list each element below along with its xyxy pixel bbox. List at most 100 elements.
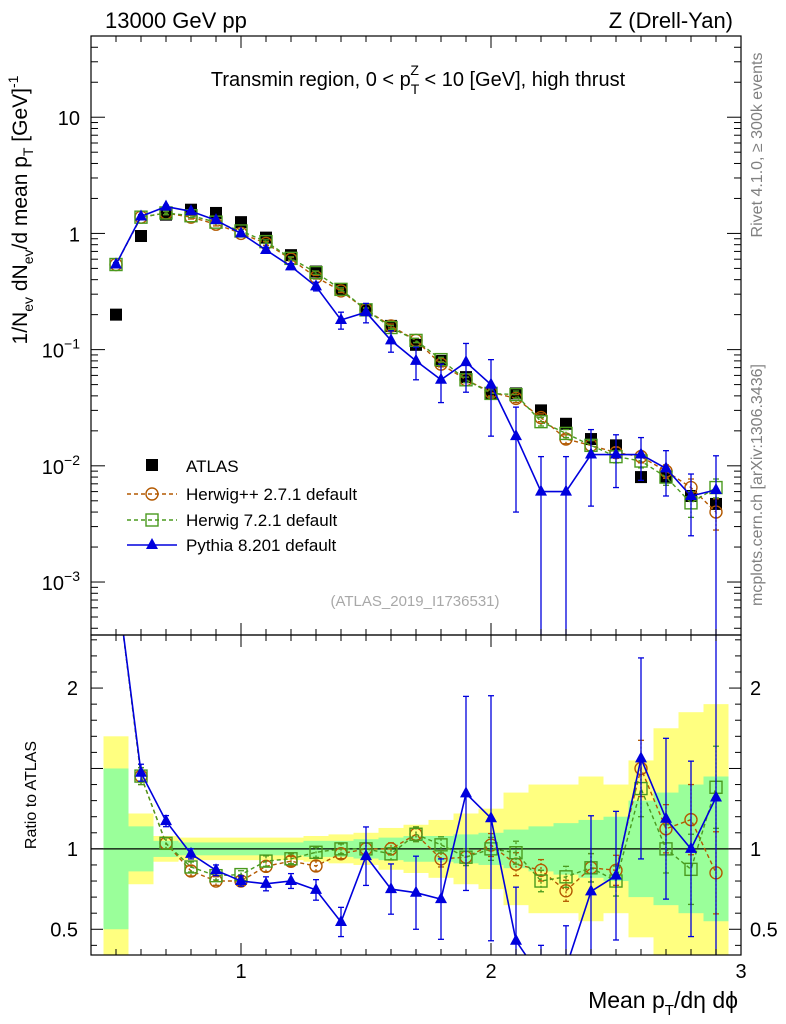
pythia-ratio-marker (535, 971, 547, 982)
pythia-main-marker (335, 312, 347, 324)
atlas-point (135, 230, 147, 243)
title-prefix: Transmin region, 0 < p (211, 69, 411, 91)
herwig7-main-marker (509, 387, 523, 402)
y-tick-label-base: 10 (42, 341, 64, 363)
ylabel-p4: [GeV] (9, 88, 32, 148)
y-tick-label-exponent: −2 (64, 452, 80, 468)
watermark: (ATLAS_2019_I1736531) (330, 593, 499, 610)
pythia-main-marker (485, 377, 497, 389)
herwig7-ratio-marker (534, 874, 548, 888)
pythia-main-marker (260, 242, 272, 254)
header-right: Z (Drell-Yan) (609, 8, 733, 33)
title-sub: T (411, 81, 420, 97)
herwig7-ratio-marker (434, 838, 448, 852)
pythia-ratio-marker (135, 765, 147, 777)
atlas-point (235, 216, 247, 229)
ylabel-p1: 1/N (9, 312, 32, 345)
pythia-main-marker (135, 209, 147, 221)
title-sup: Z (410, 62, 419, 78)
legend-marker-herwig7 (145, 513, 159, 527)
legend-marker-pythia (146, 538, 158, 549)
pythia-main-marker (360, 305, 372, 317)
herwig7-main-marker (409, 333, 423, 348)
ylabel-p2: dN (9, 264, 32, 297)
herwig7-ratio-marker (509, 845, 523, 860)
legend-label-herwigpp: Herwig++ 2.7.1 default (186, 485, 357, 504)
pythia-ratio-marker (360, 849, 372, 861)
herwig7-main-marker (334, 282, 348, 297)
atlas-point (110, 308, 122, 321)
ratio-tick-label-left: 2 (67, 678, 78, 700)
pythia-ratio-marker (160, 814, 172, 826)
pythia-ratio-marker (660, 811, 672, 823)
pythia-main-marker (635, 447, 647, 459)
herwig7-ratio-marker (409, 827, 423, 841)
herwigpp-ratio-marker (110, 570, 122, 582)
pythia-main-marker (435, 372, 447, 384)
y-tick-label: 10−3 (42, 568, 80, 595)
herwig7-ratio-marker (259, 854, 273, 868)
pythia-ratio-marker (435, 892, 447, 904)
pythia-ratio-marker (260, 876, 272, 888)
ratio-tick-label-right: 0.5 (750, 919, 778, 941)
ylabel-sub2: ev (20, 249, 36, 264)
pythia-ratio-marker (235, 874, 247, 886)
side-rivet-label: Rivet 4.1.0, ≥ 300k events (749, 53, 766, 238)
legend-label-herwig7: Herwig 7.2.1 default (186, 511, 337, 530)
pythia-main-marker (535, 484, 547, 496)
atlas-point (410, 338, 422, 351)
xlabel-part2: /dη dϕ (674, 987, 738, 1013)
ylabel-sub3: T (20, 147, 36, 156)
pythia-main-marker (285, 259, 297, 271)
x-tick-label: 2 (485, 961, 496, 983)
herwig7-ratio-marker (110, 570, 122, 582)
y-tick-label: 1 (69, 224, 80, 246)
pythia-main-marker (560, 484, 572, 496)
atlas-point (285, 249, 297, 262)
legend-marker-atlas (146, 459, 158, 471)
pythia-ratio-marker (485, 811, 497, 823)
pythia-ratio-marker (460, 786, 472, 798)
pythia-main-marker (310, 279, 322, 291)
herwig7-main-marker (559, 426, 573, 441)
ratio-tick-label-left: 0.5 (50, 919, 78, 941)
pythia-ratio-marker (410, 885, 422, 897)
y-tick-label: 10−2 (42, 452, 80, 479)
herwigpp-ratio-marker (559, 884, 573, 898)
ratio-tick-label-right: 1 (750, 839, 761, 861)
herwig7-ratio-marker (284, 852, 298, 866)
pythia-main-marker (510, 429, 522, 441)
herwig7-ratio-marker (334, 842, 348, 856)
pythia-main-marker (410, 353, 422, 365)
ylabel-sup4: -1 (5, 75, 21, 88)
herwig7-ratio-marker (309, 845, 323, 859)
main-panel-content (109, 199, 723, 635)
title-suffix: < 10 [GeV], high thrust (419, 69, 626, 91)
herwigpp-ratio-marker (534, 863, 548, 878)
side-mcplots-label: mcplots.cern.ch [arXiv:1306.3436] (749, 364, 766, 606)
y-tick-label-base: 10 (42, 457, 64, 479)
pythia-ratio-marker (385, 882, 397, 894)
ratio-tick-label-right: 2 (750, 678, 761, 700)
pythia-main-marker (235, 226, 247, 238)
pythia-main-marker (685, 488, 697, 500)
pythia-ratio-marker (560, 961, 572, 972)
herwig7-ratio-marker (559, 870, 573, 884)
legend: ATLAS Herwig++ 2.7.1 default Herwig 7.2.… (127, 457, 357, 555)
herwig7-ratio-marker (184, 860, 198, 874)
x-tick-label: 3 (735, 961, 746, 983)
herwig7-main-marker (534, 414, 548, 429)
ylabel-sub1: ev (20, 297, 36, 312)
xlabel-part1: Mean p (588, 987, 665, 1013)
pythia-main-marker (210, 213, 222, 225)
pythia-ratio-marker (310, 882, 322, 894)
pythia-main-marker (610, 447, 622, 459)
pythia-ratio-marker (635, 751, 647, 763)
pythia-main-marker (660, 461, 672, 473)
y-tick-label: 10 (58, 108, 80, 130)
pythia-ratio-marker (335, 914, 347, 926)
pythia-ratio-marker (510, 933, 522, 945)
x-tick-label: 1 (235, 961, 246, 983)
